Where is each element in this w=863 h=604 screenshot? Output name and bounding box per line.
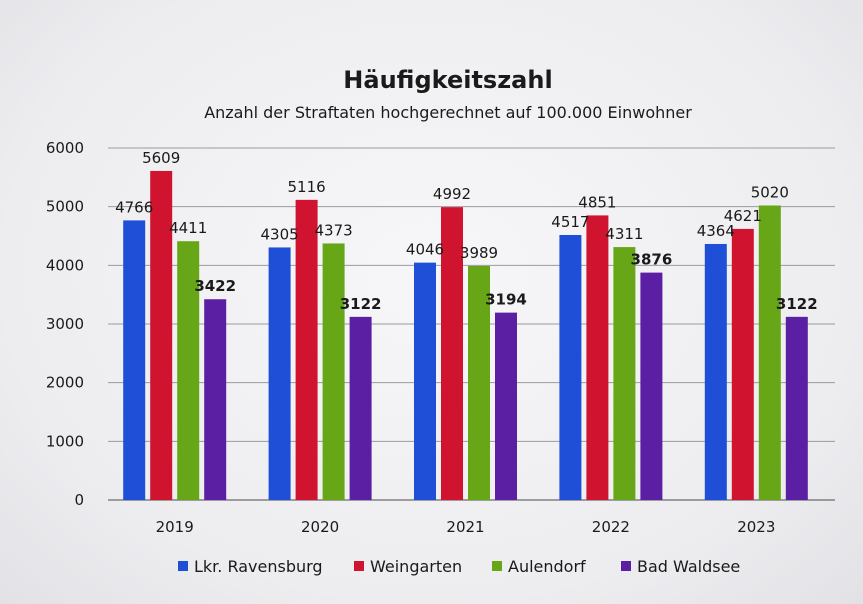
- data-label: 4305: [261, 225, 299, 243]
- legend-label: Bad Waldsee: [637, 557, 740, 576]
- x-tick-label: 2021: [446, 518, 484, 536]
- legend-swatch: [354, 561, 364, 571]
- data-labels: 4766 5609 4411 3422 4305 5116 4373 3122 4046 4992…: [115, 149, 818, 313]
- legend-label: Weingarten: [370, 557, 462, 576]
- bar: [268, 247, 291, 500]
- bar: [640, 272, 663, 500]
- bar: [613, 247, 636, 500]
- bar: [150, 170, 173, 500]
- data-label: 4517: [551, 213, 589, 231]
- bar: [785, 316, 808, 500]
- data-label: 3122: [776, 295, 818, 313]
- data-label: 4851: [578, 193, 616, 211]
- y-tick-label: 2000: [46, 374, 84, 392]
- bar: [758, 205, 781, 500]
- bar: [586, 215, 609, 500]
- bar: [123, 220, 146, 501]
- data-label: 5020: [751, 183, 789, 201]
- legend-swatch: [178, 561, 188, 571]
- legend-label: Aulendorf: [508, 557, 586, 576]
- data-label: 4364: [697, 222, 735, 240]
- bar: [295, 199, 318, 500]
- y-tick-label: 0: [74, 491, 84, 509]
- data-label: 3876: [631, 251, 673, 269]
- legend: Lkr. Ravensburg Weingarten Aulendorf Bad Wa…: [178, 557, 740, 576]
- bar: [177, 241, 200, 501]
- y-tick-label: 4000: [46, 256, 84, 274]
- bar: [441, 207, 463, 501]
- bar: [704, 243, 727, 500]
- data-label: 4311: [605, 225, 643, 243]
- y-tick-label: 3000: [46, 315, 84, 333]
- y-tick-label: 1000: [46, 432, 84, 450]
- bar: [349, 316, 372, 500]
- bars: [123, 170, 808, 501]
- y-tick-label: 6000: [46, 139, 84, 157]
- y-tick-label: 5000: [46, 198, 84, 216]
- bar: [414, 262, 436, 500]
- data-label: 4046: [406, 241, 444, 259]
- data-label: 3194: [485, 291, 527, 309]
- bar: [204, 299, 227, 500]
- data-label: 4992: [433, 185, 471, 203]
- chart-title: Häufigkeitszahl: [343, 66, 552, 94]
- data-label: 3422: [194, 277, 236, 295]
- data-label: 4411: [169, 219, 207, 237]
- bar: [731, 228, 754, 500]
- bar: [559, 235, 582, 500]
- data-label: 3122: [340, 295, 382, 313]
- x-axis: 2019 2020 2021 2022 2023: [156, 518, 776, 536]
- legend-swatch: [492, 561, 502, 571]
- data-label: 5609: [142, 149, 180, 167]
- x-tick-label: 2022: [592, 518, 630, 536]
- legend-label: Lkr. Ravensburg: [194, 557, 323, 576]
- chart-subtitle: Anzahl der Straftaten hochgerechnet auf …: [204, 103, 692, 122]
- bar: [468, 265, 490, 500]
- data-label: 3989: [460, 244, 498, 262]
- x-tick-label: 2023: [737, 518, 775, 536]
- bar: [322, 243, 345, 500]
- data-label: 5116: [288, 178, 326, 196]
- x-tick-label: 2020: [301, 518, 339, 536]
- x-tick-label: 2019: [156, 518, 194, 536]
- data-label: 4766: [115, 198, 153, 216]
- data-label: 4373: [315, 221, 353, 239]
- data-label: 4621: [724, 207, 762, 225]
- bar: [495, 312, 517, 500]
- legend-swatch: [621, 561, 631, 571]
